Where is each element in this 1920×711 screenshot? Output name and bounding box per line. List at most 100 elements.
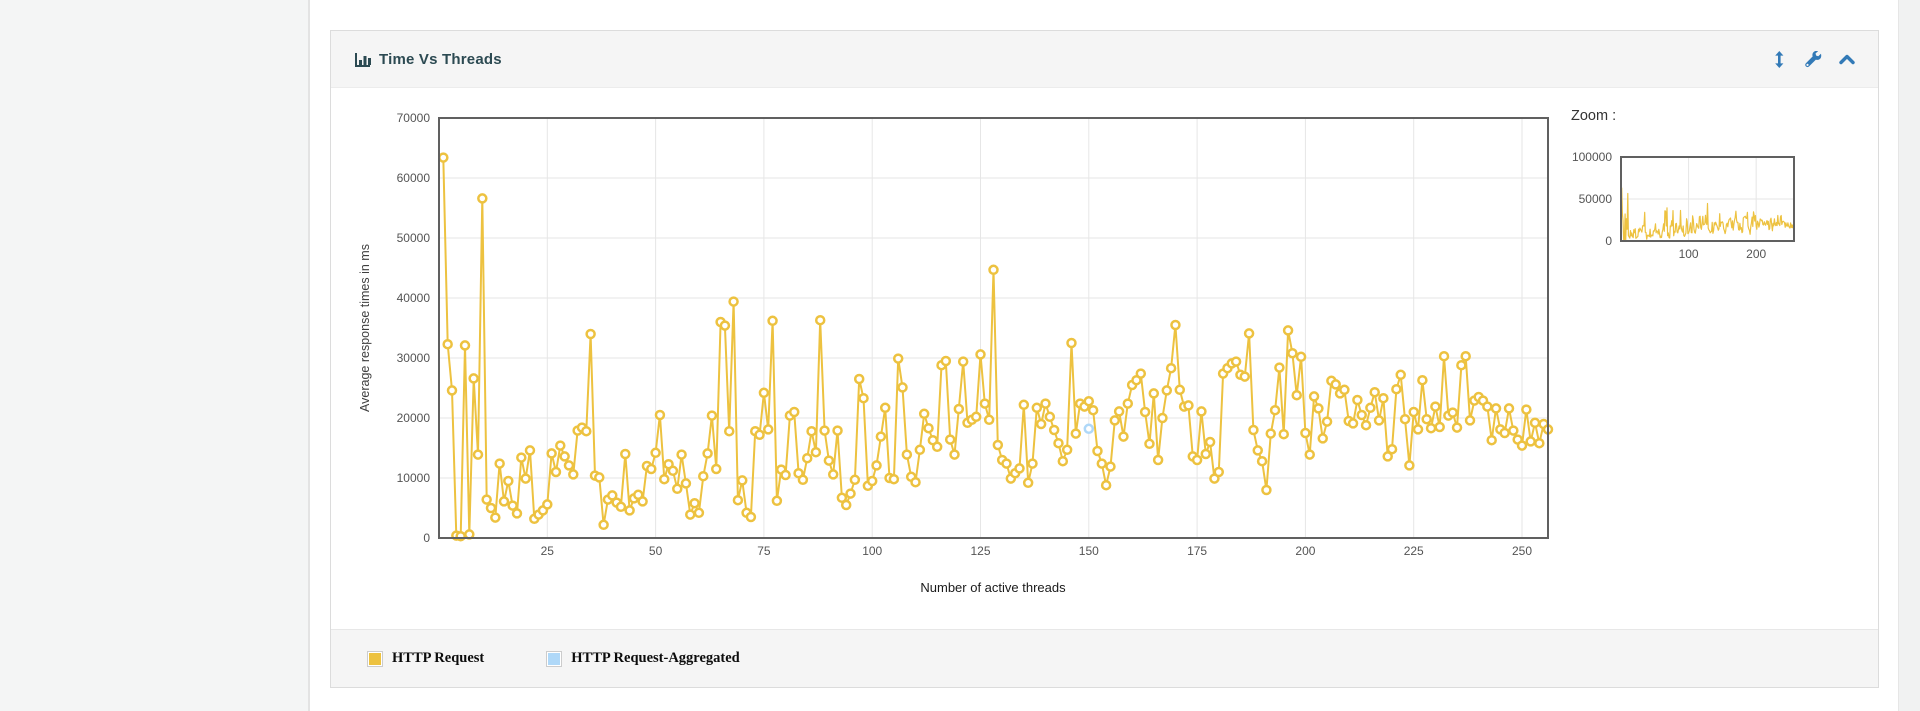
x-tick-label: 125 (970, 544, 990, 558)
data-point (546, 448, 557, 459)
x-tick-label: 75 (757, 544, 771, 558)
data-point (477, 193, 488, 204)
data-point (1304, 449, 1315, 460)
data-point (490, 512, 501, 523)
data-point (1373, 415, 1385, 426)
data-point (446, 385, 458, 396)
data-point (1321, 416, 1333, 427)
data-point (1256, 455, 1268, 467)
x-tick-label: 100 (1679, 247, 1699, 261)
data-point (607, 490, 618, 501)
data-point (472, 449, 484, 460)
data-point (1022, 477, 1034, 489)
data-point (1525, 436, 1536, 447)
data-point (689, 497, 700, 509)
data-point (524, 445, 536, 456)
data-point (667, 465, 679, 477)
y-tick-label: 10000 (397, 471, 431, 485)
x-tick-label: 200 (1746, 247, 1766, 261)
y-tick-label: 30000 (397, 351, 431, 365)
data-point (1360, 419, 1372, 431)
data-point (1230, 356, 1242, 367)
data-point (1261, 484, 1272, 496)
data-point (1248, 424, 1259, 436)
plot-border (1620, 156, 1795, 242)
wrench-icon[interactable] (1804, 50, 1822, 68)
time-vs-threads-chart[interactable]: 25 50 75 100 125 150 175 200 225 250 0 10000 20000 30… (331, 88, 1878, 629)
y-tick-label: 50000 (1579, 192, 1613, 206)
data-point (1096, 458, 1108, 469)
panel-header: Time Vs Threads (331, 31, 1878, 88)
data-point (1213, 466, 1225, 478)
data-point (1083, 395, 1095, 407)
legend-item-http-request-aggregated[interactable]: HTTP Request-Aggregated (546, 650, 740, 667)
data-point (1482, 401, 1493, 412)
y-tick-label: 0 (1605, 234, 1612, 248)
data-point (1456, 359, 1467, 371)
panel-title: Time Vs Threads (355, 51, 502, 68)
data-point (866, 475, 878, 487)
data-point (693, 507, 705, 519)
data-point (1031, 402, 1043, 414)
data-point (563, 460, 575, 471)
data-point (1330, 379, 1341, 390)
data-point (1486, 434, 1497, 446)
data-point (559, 451, 570, 462)
y-tick-label: 100000 (1572, 150, 1612, 164)
data-point (923, 422, 934, 434)
data-point (1529, 417, 1541, 429)
data-point (944, 434, 956, 445)
data-point (901, 449, 913, 460)
response-time-line (1621, 187, 1795, 242)
data-point (1200, 448, 1212, 460)
y-axis-title: Average response times in ms (358, 244, 372, 412)
data-point (1053, 437, 1064, 449)
data-point (1066, 337, 1077, 349)
x-tick-label: 100 (862, 544, 882, 558)
data-point (1204, 436, 1216, 448)
data-point (979, 398, 991, 409)
data-point (823, 455, 835, 466)
data-point (1265, 428, 1276, 439)
data-point (481, 494, 492, 505)
data-point (1061, 444, 1073, 456)
data-point (698, 470, 709, 482)
legend-item-http-request[interactable]: HTTP Request (367, 650, 484, 667)
data-point (1434, 421, 1445, 433)
data-point (931, 441, 943, 453)
data-point (806, 425, 817, 437)
data-point (650, 447, 661, 459)
legend-swatch-blue (546, 650, 563, 667)
data-point (728, 296, 739, 307)
data-point (498, 496, 510, 507)
x-tick-label: 175 (1187, 544, 1207, 558)
resize-vertical-icon[interactable] (1770, 50, 1788, 68)
data-point (723, 425, 735, 437)
x-tick-label: 250 (1512, 544, 1532, 558)
y-tick-label: 0 (423, 531, 430, 545)
data-point (888, 473, 900, 485)
data-point (1378, 392, 1389, 404)
data-point (1196, 406, 1207, 417)
data-point (442, 338, 453, 350)
data-point (810, 446, 822, 458)
data-point (1417, 374, 1428, 386)
data-point (1109, 415, 1121, 426)
data-point (1399, 413, 1411, 425)
data-point (918, 408, 930, 420)
data-point (788, 406, 800, 418)
x-tick-label: 50 (649, 544, 663, 558)
data-point (1503, 403, 1515, 414)
chart-legend: HTTP Request HTTP Request-Aggregated (331, 629, 1878, 687)
data-point (1001, 458, 1012, 469)
data-point (1118, 431, 1129, 442)
y-tick-label: 40000 (397, 291, 431, 305)
data-point (1191, 454, 1203, 466)
data-point (1508, 425, 1519, 436)
data-point (797, 474, 809, 486)
data-point (1308, 391, 1320, 402)
chevron-up-icon[interactable] (1838, 50, 1856, 68)
data-point (459, 340, 471, 351)
y-tick-label: 20000 (397, 411, 431, 425)
data-point (711, 463, 722, 475)
